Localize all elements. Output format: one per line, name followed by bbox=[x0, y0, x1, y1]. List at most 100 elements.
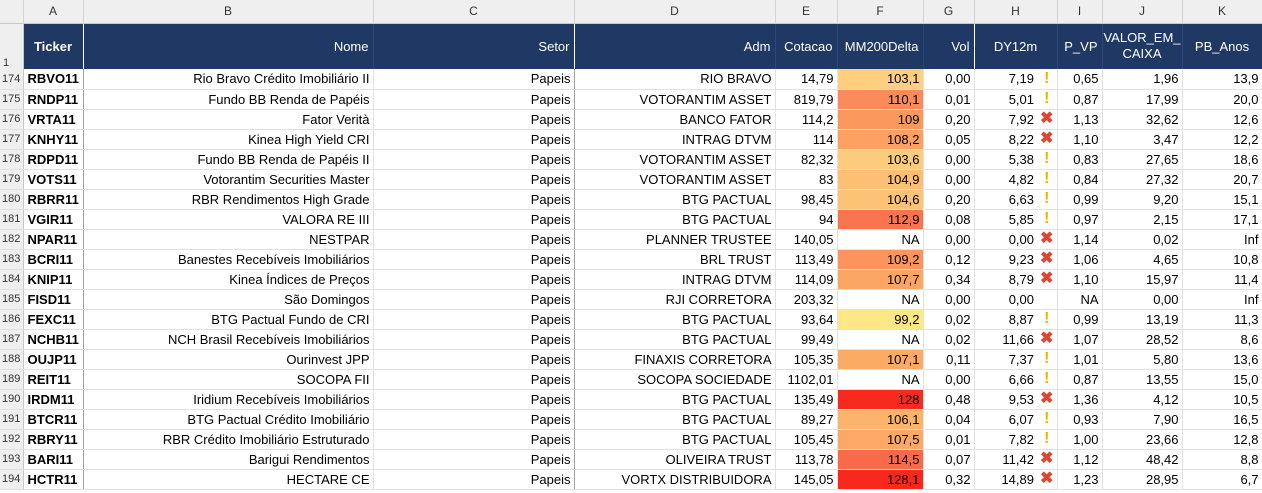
cell-setor[interactable]: Papeis bbox=[373, 189, 575, 210]
cell-dy12m[interactable]: 0,00 bbox=[974, 289, 1037, 310]
cell-setor[interactable]: Papeis bbox=[373, 229, 575, 250]
cell-dy12m[interactable]: 8,87 bbox=[974, 309, 1037, 330]
cell-nome[interactable]: Votorantim Securities Master bbox=[83, 169, 374, 190]
cell-ticker[interactable]: RBVO11 bbox=[23, 69, 84, 90]
header-cotacao[interactable]: Cotacao bbox=[775, 23, 838, 69]
cell-ticker[interactable]: BARI11 bbox=[23, 449, 84, 470]
cell-mm200delta[interactable]: 103,1 bbox=[837, 69, 924, 90]
cell-pb-anos[interactable]: 12,2 bbox=[1182, 129, 1262, 150]
cell-vol[interactable]: 0,32 bbox=[923, 469, 975, 490]
cell-vol[interactable]: 0,20 bbox=[923, 109, 975, 130]
cell-mm200delta[interactable]: 108,2 bbox=[837, 129, 924, 150]
cell-ticker[interactable]: VGIR11 bbox=[23, 209, 84, 230]
row-number[interactable]: 190 bbox=[0, 389, 24, 410]
cell-dy-icon[interactable]: ! bbox=[1037, 89, 1058, 110]
cell-cotacao[interactable]: 113,49 bbox=[775, 249, 838, 270]
row-number[interactable]: 174 bbox=[0, 69, 24, 90]
cell-cotacao[interactable]: 14,79 bbox=[775, 69, 838, 90]
column-header-k[interactable]: K bbox=[1182, 0, 1262, 24]
cell-ticker[interactable]: NPAR11 bbox=[23, 229, 84, 250]
cell-pb-anos[interactable]: 8,8 bbox=[1182, 449, 1262, 470]
column-header-c[interactable]: C bbox=[373, 0, 575, 24]
cell-adm[interactable]: BTG PACTUAL bbox=[574, 409, 776, 430]
cell-vol[interactable]: 0,00 bbox=[923, 289, 975, 310]
row-number[interactable]: 177 bbox=[0, 129, 24, 150]
cell-adm[interactable]: BTG PACTUAL bbox=[574, 429, 776, 450]
cell-vol[interactable]: 0,34 bbox=[923, 269, 975, 290]
cell-dy-icon[interactable]: ! bbox=[1037, 189, 1058, 210]
cell-dy12m[interactable]: 7,82 bbox=[974, 429, 1037, 450]
cell-cotacao[interactable]: 203,32 bbox=[775, 289, 838, 310]
row-number[interactable]: 188 bbox=[0, 349, 24, 370]
cell-cotacao[interactable]: 140,05 bbox=[775, 229, 838, 250]
row-number[interactable]: 181 bbox=[0, 209, 24, 230]
cell-setor[interactable]: Papeis bbox=[373, 349, 575, 370]
cell-pb-anos[interactable]: 20,0 bbox=[1182, 89, 1262, 110]
cell-valor-em-caixa[interactable]: 28,95 bbox=[1102, 469, 1183, 490]
cell-dy-icon[interactable] bbox=[1037, 289, 1058, 310]
cell-valor-em-caixa[interactable]: 4,65 bbox=[1102, 249, 1183, 270]
cell-dy12m[interactable]: 9,23 bbox=[974, 249, 1037, 270]
cell-adm[interactable]: VOTORANTIM ASSET bbox=[574, 89, 776, 110]
row-number[interactable]: 182 bbox=[0, 229, 24, 250]
cell-mm200delta[interactable]: 107,7 bbox=[837, 269, 924, 290]
row-number[interactable]: 180 bbox=[0, 189, 24, 210]
cell-dy12m[interactable]: 6,07 bbox=[974, 409, 1037, 430]
row-number[interactable]: 193 bbox=[0, 449, 24, 470]
header-pb-anos[interactable]: PB_Anos bbox=[1182, 23, 1262, 69]
cell-adm[interactable]: BTG PACTUAL bbox=[574, 309, 776, 330]
cell-pb-anos[interactable]: 20,7 bbox=[1182, 169, 1262, 190]
cell-setor[interactable]: Papeis bbox=[373, 149, 575, 170]
cell-dy12m[interactable]: 4,82 bbox=[974, 169, 1037, 190]
row-number[interactable]: 1 bbox=[0, 23, 24, 69]
cell-setor[interactable]: Papeis bbox=[373, 249, 575, 270]
header-p-vp[interactable]: P_VP bbox=[1057, 23, 1103, 69]
cell-dy12m[interactable]: 11,42 bbox=[974, 449, 1037, 470]
column-header-d[interactable]: D bbox=[574, 0, 776, 24]
cell-cotacao[interactable]: 105,35 bbox=[775, 349, 838, 370]
cell-dy-icon[interactable]: ! bbox=[1037, 429, 1058, 450]
cell-nome[interactable]: Fundo BB Renda de Papéis bbox=[83, 89, 374, 110]
cell-mm200delta[interactable]: 104,6 bbox=[837, 189, 924, 210]
cell-pb-anos[interactable]: Inf bbox=[1182, 229, 1262, 250]
cell-dy12m[interactable]: 7,19 bbox=[974, 69, 1037, 90]
cell-pb-anos[interactable]: 18,6 bbox=[1182, 149, 1262, 170]
cell-vol[interactable]: 0,08 bbox=[923, 209, 975, 230]
cell-p-vp[interactable]: 1,10 bbox=[1057, 129, 1103, 150]
cell-dy-icon[interactable]: ! bbox=[1037, 349, 1058, 370]
cell-pb-anos[interactable]: 15,0 bbox=[1182, 369, 1262, 390]
cell-setor[interactable]: Papeis bbox=[373, 449, 575, 470]
cell-vol[interactable]: 0,20 bbox=[923, 189, 975, 210]
cell-dy12m[interactable]: 8,22 bbox=[974, 129, 1037, 150]
cell-pb-anos[interactable]: 13,9 bbox=[1182, 69, 1262, 90]
cell-setor[interactable]: Papeis bbox=[373, 269, 575, 290]
cell-cotacao[interactable]: 113,78 bbox=[775, 449, 838, 470]
cell-p-vp[interactable]: 1,13 bbox=[1057, 109, 1103, 130]
cell-p-vp[interactable]: 1,01 bbox=[1057, 349, 1103, 370]
cell-dy-icon[interactable]: ! bbox=[1037, 309, 1058, 330]
cell-setor[interactable]: Papeis bbox=[373, 469, 575, 490]
cell-vol[interactable]: 0,00 bbox=[923, 169, 975, 190]
cell-ticker[interactable]: KNHY11 bbox=[23, 129, 84, 150]
row-number[interactable]: 179 bbox=[0, 169, 24, 190]
cell-mm200delta[interactable]: 104,9 bbox=[837, 169, 924, 190]
cell-cotacao[interactable]: 145,05 bbox=[775, 469, 838, 490]
cell-pb-anos[interactable]: 17,1 bbox=[1182, 209, 1262, 230]
cell-nome[interactable]: RBR Rendimentos High Grade bbox=[83, 189, 374, 210]
cell-ticker[interactable]: FISD11 bbox=[23, 289, 84, 310]
row-number[interactable]: 186 bbox=[0, 309, 24, 330]
header-vol[interactable]: Vol bbox=[923, 23, 975, 69]
cell-mm200delta[interactable]: 103,6 bbox=[837, 149, 924, 170]
cell-dy-icon[interactable]: ✖ bbox=[1037, 469, 1058, 490]
cell-valor-em-caixa[interactable]: 13,55 bbox=[1102, 369, 1183, 390]
cell-ticker[interactable]: OUJP11 bbox=[23, 349, 84, 370]
cell-setor[interactable]: Papeis bbox=[373, 289, 575, 310]
row-number[interactable]: 183 bbox=[0, 249, 24, 270]
cell-ticker[interactable]: NCHB11 bbox=[23, 329, 84, 350]
cell-dy12m[interactable]: 11,66 bbox=[974, 329, 1037, 350]
header-dy12m[interactable]: DY12m bbox=[974, 23, 1058, 69]
cell-nome[interactable]: HECTARE CE bbox=[83, 469, 374, 490]
cell-ticker[interactable]: HCTR11 bbox=[23, 469, 84, 490]
cell-setor[interactable]: Papeis bbox=[373, 429, 575, 450]
cell-setor[interactable]: Papeis bbox=[373, 169, 575, 190]
